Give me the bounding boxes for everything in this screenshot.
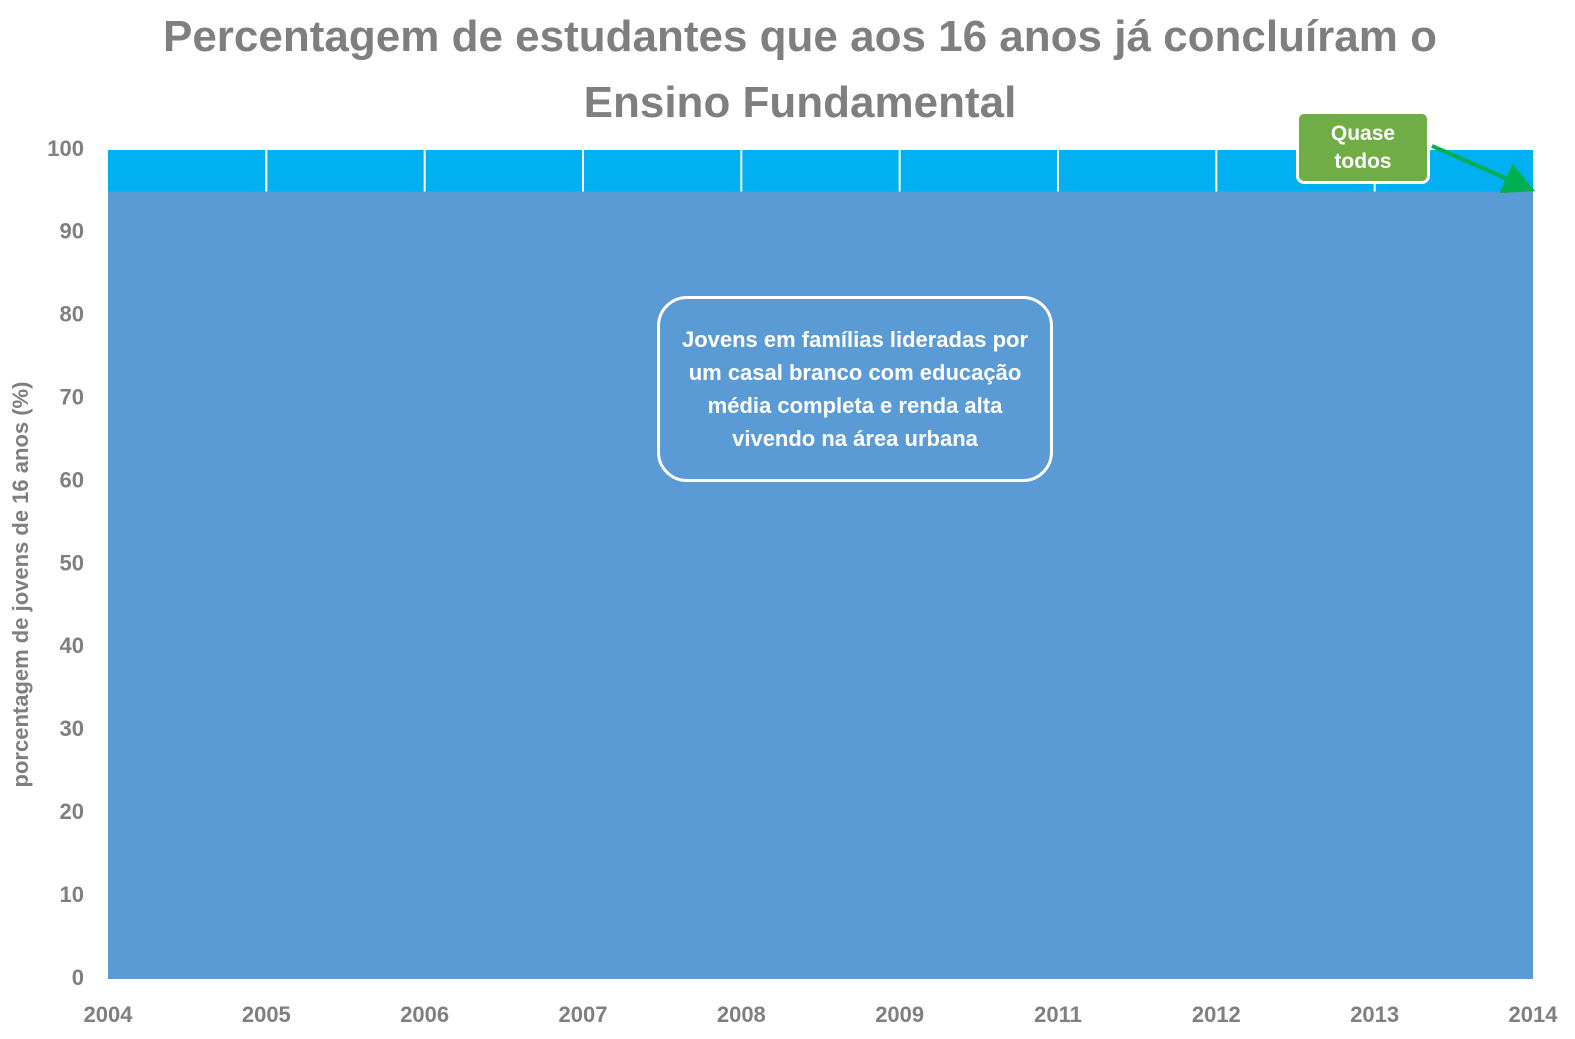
x-tick-label: 2009 — [875, 1002, 924, 1027]
x-tick-label: 2005 — [242, 1002, 291, 1027]
callout-arrow — [1431, 144, 1536, 194]
x-tick-label: 2014 — [1509, 1002, 1559, 1027]
y-tick-label: 100 — [47, 136, 84, 161]
callout: Quase todos — [1296, 111, 1430, 184]
y-tick-label: 50 — [60, 550, 84, 575]
y-tick-label: 80 — [60, 302, 84, 327]
y-tick-label: 20 — [60, 799, 84, 824]
y-tick-label: 70 — [60, 385, 84, 410]
x-tick-label: 2006 — [400, 1002, 449, 1027]
y-tick-label: 90 — [60, 219, 84, 244]
x-tick-label: 2008 — [717, 1002, 766, 1027]
x-tick-label: 2004 — [84, 1002, 134, 1027]
y-tick-label: 30 — [60, 716, 84, 741]
x-tick-label: 2011 — [1034, 1002, 1082, 1027]
area — [108, 191, 1533, 979]
x-tick-label: 2007 — [559, 1002, 608, 1027]
y-axis-label: porcentagem de jovens de 16 anos (%) — [8, 382, 33, 788]
x-tick-label: 2012 — [1192, 1002, 1241, 1027]
y-tick-label: 60 — [60, 467, 84, 492]
x-tick-label: 2013 — [1350, 1002, 1399, 1027]
y-tick-label: 0 — [72, 965, 84, 990]
y-tick-label: 10 — [60, 882, 84, 907]
annotation: Jovens em famílias lideradas por um casa… — [657, 296, 1053, 482]
chart-title: Percentagem de estudantes que aos 16 ano… — [162, 12, 1437, 127]
y-tick-label: 40 — [60, 633, 84, 658]
